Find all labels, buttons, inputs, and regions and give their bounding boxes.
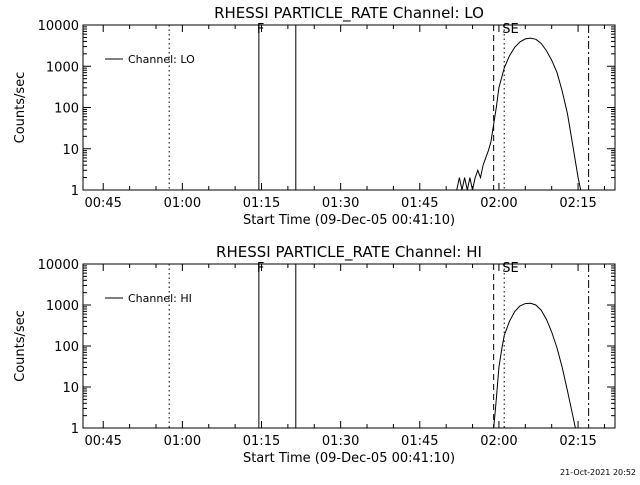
- plot-channel-lo: RHESSI PARTICLE_RATE Channel: LO 00:45 01:…: [13, 4, 616, 228]
- y-tick-label: 10000: [38, 19, 79, 34]
- y-tick-label: 100: [54, 102, 79, 117]
- y-tick-label: 10: [62, 381, 79, 396]
- x-tick-label: 02:00: [480, 196, 517, 211]
- x-tick-label: 01:45: [401, 196, 438, 211]
- x-tick-label: 02:15: [559, 434, 596, 449]
- chart-title: RHESSI PARTICLE_RATE Channel: LO: [214, 4, 484, 23]
- y-tick-label: 1: [71, 184, 79, 199]
- event-marker-label: SE: [502, 261, 518, 276]
- series-line: [493, 302, 576, 429]
- plot-frame: [82, 24, 616, 191]
- event-marker-label: SE: [502, 22, 518, 37]
- y-axis-label: Counts/sec: [13, 310, 28, 382]
- y-tick-label: 1000: [46, 60, 79, 75]
- x-tick-label: 01:30: [322, 196, 359, 211]
- y-tick-label: 10000: [38, 258, 79, 273]
- x-axis-label: Start Time (09-Dec-05 00:41:10): [243, 213, 455, 228]
- x-tick-label: 00:45: [84, 196, 121, 211]
- x-axis-label: Start Time (09-Dec-05 00:41:10): [243, 451, 455, 466]
- plot-frame: [82, 263, 616, 429]
- y-axis-label: Counts/sec: [13, 72, 28, 144]
- event-marker-label: F: [257, 261, 264, 276]
- y-tick-label: 1000: [46, 299, 79, 314]
- legend-entry: Channel: LO: [128, 53, 195, 66]
- event-marker-label: F: [257, 22, 264, 37]
- plot-channel-hi: RHESSI PARTICLE_RATE Channel: HI 00:45 01:…: [13, 243, 616, 466]
- series-line: [456, 37, 582, 191]
- legend-entry: Channel: HI: [128, 292, 192, 305]
- y-tick-label: 100: [54, 340, 79, 355]
- x-tick-label: 01:45: [401, 434, 438, 449]
- x-tick-label: 00:45: [84, 434, 121, 449]
- generation-timestamp: 21-Oct-2021 20:52: [560, 468, 636, 477]
- x-tick-label: 01:15: [243, 434, 280, 449]
- chart-title: RHESSI PARTICLE_RATE Channel: HI: [216, 243, 482, 262]
- y-tick-label: 1: [71, 422, 79, 437]
- x-tick-label: 01:00: [164, 196, 201, 211]
- x-tick-label: 01:15: [243, 196, 280, 211]
- x-tick-label: 02:00: [480, 434, 517, 449]
- y-tick-label: 10: [62, 143, 79, 158]
- x-tick-label: 02:15: [559, 196, 596, 211]
- x-tick-label: 01:00: [164, 434, 201, 449]
- x-tick-label: 01:30: [322, 434, 359, 449]
